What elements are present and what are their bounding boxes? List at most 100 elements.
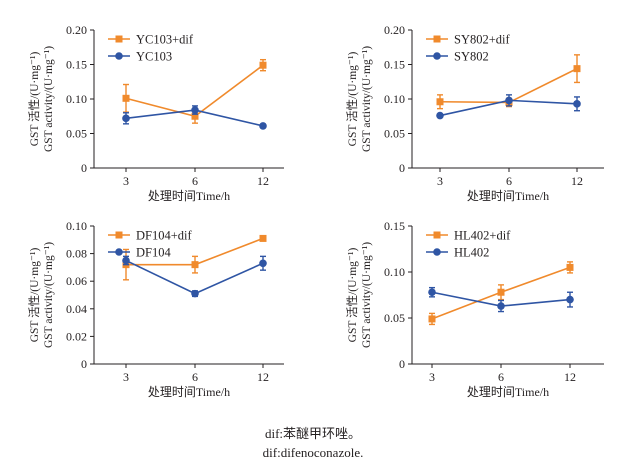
legend-item: YC103 [108, 50, 172, 64]
x-tick-label: 12 [257, 370, 269, 384]
data-point-square [122, 94, 130, 102]
y-axis-title-chinese: GST 活性/(U·mg⁻¹) [27, 52, 41, 147]
y-axis-title-english: GST activity/(U·mg⁻¹) [361, 242, 373, 348]
y-tick-label: 0.08 [66, 247, 87, 261]
x-axis-title: 处理时间Time/h [148, 189, 230, 203]
legend-marker-circle [115, 52, 123, 60]
data-point-square [436, 98, 444, 106]
legend-label: HL402+dif [454, 229, 511, 243]
legend-item: DF104 [108, 246, 171, 260]
data-point-circle [122, 114, 130, 123]
y-tick-label: 0.10 [66, 92, 87, 106]
legend-marker-circle [433, 248, 441, 256]
legend-marker-square [115, 231, 123, 239]
legend-label: YC103 [136, 50, 172, 64]
data-point-square [259, 61, 267, 69]
legend-item: SY802 [426, 50, 489, 64]
x-tick-label: 12 [257, 174, 269, 188]
legend: DF104+dif DF104 [108, 229, 193, 260]
data-point-circle [122, 256, 130, 265]
legend-item: YC103+dif [108, 33, 194, 47]
y-tick-label: 0.05 [384, 127, 405, 141]
x-axis-title: 处理时间Time/h [467, 385, 549, 399]
series-control [122, 255, 267, 298]
data-point-circle [436, 111, 444, 120]
caption-chinese: dif:苯醚甲环唑。 [264, 426, 362, 441]
legend-item: DF104+dif [108, 229, 193, 243]
series-control [436, 94, 581, 120]
y-tick-label: 0.20 [384, 23, 405, 37]
chart-panel-2: 0 0.05 0.10 0.15 0.20 3 6 12 处理时间Time/h GST 活性/(U… [345, 23, 604, 203]
series-control [428, 286, 574, 313]
chart-panel-3: 0 0.02 0.04 0.06 0.08 0.10 3 6 12 处理时间Time/h GST 活… [27, 219, 284, 399]
data-point-circle [191, 106, 199, 114]
data-point-square [191, 112, 199, 120]
x-tick-label: 12 [571, 174, 583, 188]
legend-label: YC103+dif [136, 33, 194, 47]
y-axis-title-chinese: GST 活性/(U·mg⁻¹) [345, 52, 359, 147]
y-axis-title-english: GST activity/(U·mg⁻¹) [361, 46, 373, 152]
legend: HL402+dif HL402 [426, 229, 511, 260]
y-tick-label: 0.02 [66, 329, 87, 343]
x-tick-label: 3 [123, 370, 129, 384]
y-tick-label: 0.10 [384, 265, 405, 279]
data-point-circle [191, 289, 199, 298]
x-tick-label: 6 [192, 174, 198, 188]
data-point-circle [428, 288, 436, 297]
y-axis-title-chinese: GST 活性/(U·mg⁻¹) [27, 248, 41, 343]
legend-marker-square [115, 35, 123, 43]
data-point-square [566, 263, 574, 271]
y-tick-label: 0.06 [66, 274, 87, 288]
x-tick-label: 12 [564, 370, 576, 384]
x-tick-label: 6 [498, 370, 504, 384]
data-point-circle [497, 302, 505, 310]
legend-marker-circle [115, 248, 123, 256]
x-tick-label: 3 [123, 174, 129, 188]
x-tick-label: 3 [437, 174, 443, 188]
data-point-circle [505, 96, 513, 105]
y-tick-label: 0.10 [384, 92, 405, 106]
legend-label: HL402 [454, 246, 489, 260]
legend-label: SY802+dif [454, 33, 511, 47]
y-tick-label: 0.10 [66, 219, 87, 233]
legend-item: HL402+dif [426, 229, 511, 243]
caption-english: dif:difenoconazole. [262, 445, 364, 460]
x-tick-label: 6 [192, 370, 198, 384]
y-axis-title-chinese: GST 活性/(U·mg⁻¹) [345, 248, 359, 343]
x-tick-label: 3 [429, 370, 435, 384]
series-control [122, 105, 267, 130]
y-tick-label: 0.05 [384, 311, 405, 325]
data-point-square [573, 65, 581, 73]
legend-label: DF104 [136, 246, 171, 260]
chart-panel-1: 0 0.05 0.10 0.15 0.20 3 6 12 处理时间Time/h GST 活性/(U… [27, 23, 284, 203]
data-point-square [497, 288, 505, 296]
y-tick-label: 0.15 [384, 58, 405, 72]
y-tick-label: 0.20 [66, 23, 87, 37]
data-point-circle [573, 100, 581, 108]
y-tick-label: 0.15 [384, 219, 405, 233]
data-point-circle [259, 122, 267, 130]
data-point-circle [566, 295, 574, 304]
x-axis-title: 处理时间Time/h [467, 189, 549, 203]
legend-marker-square [433, 231, 441, 239]
data-point-square [191, 261, 199, 269]
x-tick-label: 6 [506, 174, 512, 188]
legend-label: SY802 [454, 50, 489, 64]
legend-item: SY802+dif [426, 33, 511, 47]
y-axis-title-english: GST activity/(U·mg⁻¹) [43, 242, 55, 348]
y-tick-label: 0.15 [66, 58, 87, 72]
y-tick-label: 0 [399, 161, 405, 175]
data-point-square [428, 315, 436, 323]
legend-label: DF104+dif [136, 229, 193, 243]
data-point-square [259, 234, 267, 242]
series-treated [428, 261, 574, 326]
legend: YC103+dif YC103 [108, 33, 194, 64]
y-tick-label: 0 [81, 161, 87, 175]
legend: SY802+dif SY802 [426, 33, 511, 64]
y-axis-title-english: GST activity/(U·mg⁻¹) [43, 46, 55, 152]
y-tick-label: 0.05 [66, 127, 87, 141]
y-tick-label: 0 [81, 357, 87, 371]
data-point-circle [259, 259, 267, 268]
legend-marker-square [433, 35, 441, 43]
